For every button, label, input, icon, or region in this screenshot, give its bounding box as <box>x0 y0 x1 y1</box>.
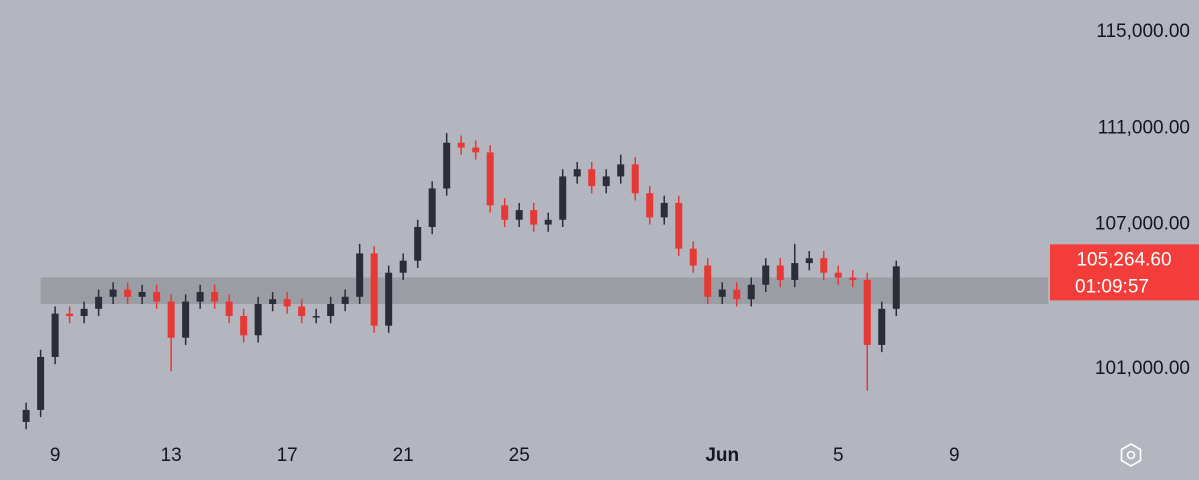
x-tick-label: 17 <box>277 445 298 466</box>
candle-body <box>240 316 248 336</box>
candle-body <box>211 291 219 302</box>
x-tick-label: Jun <box>705 445 739 466</box>
candle-body <box>341 296 349 305</box>
candle-body <box>588 169 596 187</box>
x-tick-label: 25 <box>509 445 530 466</box>
x-tick-label: 21 <box>393 445 414 466</box>
x-tick-label: 5 <box>833 445 844 466</box>
candle-body <box>559 176 567 220</box>
candle-body <box>182 301 190 338</box>
candle-body <box>457 142 465 148</box>
candle-body <box>472 147 480 153</box>
candle-body <box>95 296 103 309</box>
y-tick-label: 111,000.00 <box>1098 117 1190 138</box>
settings-icon[interactable] <box>1120 443 1142 467</box>
candle-body <box>51 313 59 357</box>
candle-body <box>791 263 799 280</box>
candle-body <box>733 289 741 300</box>
x-tick-label: 9 <box>949 445 960 466</box>
candle-body <box>704 265 712 297</box>
candle-body <box>646 193 654 218</box>
candle-body <box>878 308 886 345</box>
candle-body <box>762 265 770 285</box>
candle-body <box>501 205 509 220</box>
candle-body <box>356 253 364 297</box>
candle-body <box>747 284 755 300</box>
last-price-label: 105,264.60 <box>1076 249 1171 270</box>
candle-body <box>863 279 871 345</box>
candle-body <box>80 308 88 317</box>
candle-body <box>138 291 146 297</box>
y-tick-label: 115,000.00 <box>1096 21 1190 42</box>
candle-body <box>892 266 900 309</box>
candle-body <box>254 304 262 336</box>
candle-body <box>312 316 320 318</box>
candle-body <box>109 289 117 297</box>
candle-body <box>530 210 538 225</box>
candle-body <box>399 260 407 273</box>
candle-body <box>37 356 45 410</box>
candle-body <box>370 253 378 326</box>
candle-body <box>820 258 828 273</box>
candle-body <box>689 248 697 266</box>
x-tick-label: 9 <box>50 445 61 466</box>
candle-body <box>486 152 494 206</box>
candle-body <box>573 169 581 177</box>
candle-body <box>515 210 523 220</box>
candle-body <box>225 301 233 317</box>
candle-body <box>443 142 451 189</box>
candle-body <box>834 272 842 278</box>
range-zone <box>40 277 1049 305</box>
last-price-box <box>1050 244 1199 301</box>
candle-body <box>298 306 306 317</box>
candle-body <box>414 226 422 261</box>
candle-body <box>153 291 161 302</box>
candle-body <box>617 164 625 177</box>
candle-body <box>167 301 175 338</box>
candle-body <box>631 164 639 194</box>
candle-body <box>385 272 393 326</box>
y-tick-label: 107,000.00 <box>1095 214 1190 235</box>
candle-body <box>544 219 552 225</box>
candle-body <box>124 289 132 297</box>
candle-body <box>269 299 277 305</box>
candle-body <box>602 176 610 187</box>
y-tick-label: 101,000.00 <box>1095 358 1190 379</box>
candle-body <box>718 289 726 297</box>
candle-body <box>428 188 436 227</box>
candle-body <box>660 202 668 218</box>
candle-body <box>327 304 335 317</box>
candle-body <box>196 291 204 302</box>
candle-body <box>849 277 857 280</box>
candle-body <box>22 409 30 422</box>
candle-body <box>776 265 784 280</box>
candle-body <box>675 202 683 249</box>
candle-body <box>805 258 813 264</box>
x-tick-label: 13 <box>161 445 182 466</box>
candle-body <box>283 299 291 307</box>
countdown-label: 01:09:57 <box>1075 276 1149 297</box>
candle-body <box>66 313 74 317</box>
